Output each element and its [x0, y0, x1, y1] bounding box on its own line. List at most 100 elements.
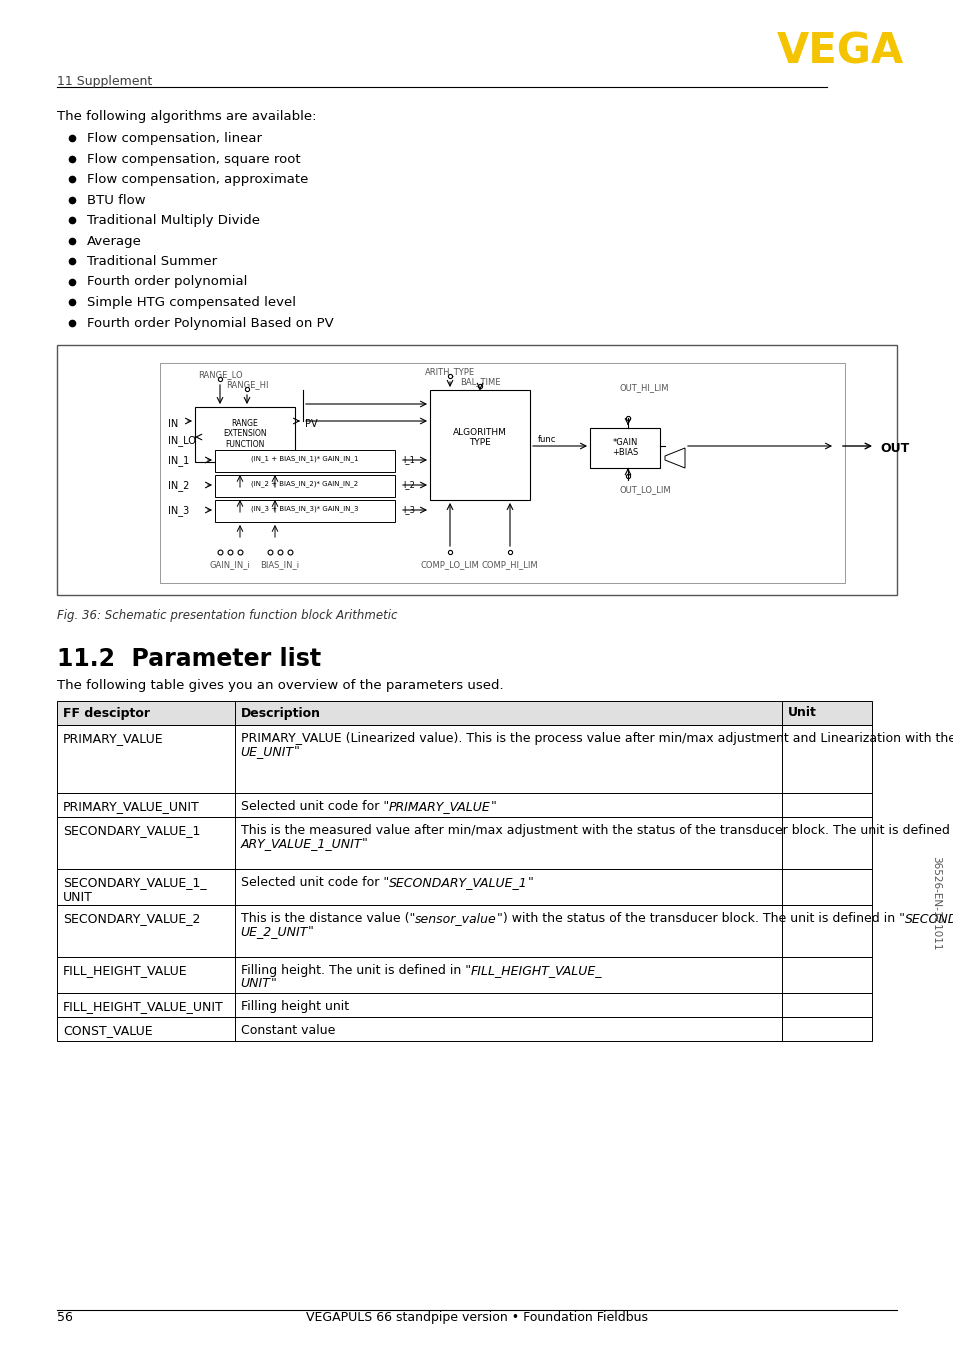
- Bar: [57, 701, 871, 724]
- Text: l_2: l_2: [402, 481, 415, 489]
- Text: Traditional Summer: Traditional Summer: [87, 255, 217, 268]
- Text: SECONDARY_VALUE_1: SECONDARY_VALUE_1: [389, 876, 527, 890]
- Text: (IN_3 + BIAS_IN_3)* GAIN_IN_3: (IN_3 + BIAS_IN_3)* GAIN_IN_3: [251, 505, 358, 512]
- Text: UE_2_UNIT: UE_2_UNIT: [240, 925, 308, 938]
- Text: BAL_TIME: BAL_TIME: [459, 376, 499, 386]
- Bar: [57, 793, 871, 816]
- Text: ": ": [490, 800, 496, 812]
- Text: COMP_HI_LIM: COMP_HI_LIM: [481, 561, 537, 569]
- Text: 56: 56: [57, 1311, 72, 1324]
- Text: PRIMARY_VALUE (Linearized value). This is the process value after min/max adjust: PRIMARY_VALUE (Linearized value). This i…: [240, 733, 953, 745]
- Text: 11 Supplement: 11 Supplement: [57, 74, 152, 88]
- Text: ALGORITHM
TYPE: ALGORITHM TYPE: [453, 428, 506, 447]
- Text: Filling height. The unit is defined in ": Filling height. The unit is defined in ": [240, 964, 470, 978]
- Text: RANGE
EXTENSION
FUNCTION: RANGE EXTENSION FUNCTION: [223, 418, 267, 448]
- Text: RANGE_HI: RANGE_HI: [226, 380, 268, 389]
- Text: 11.2  Parameter list: 11.2 Parameter list: [57, 647, 321, 672]
- Text: l_3: l_3: [402, 505, 415, 515]
- Text: PV: PV: [305, 418, 317, 429]
- Text: This is the distance value (": This is the distance value (": [240, 913, 415, 925]
- Bar: [57, 1017, 871, 1041]
- Bar: [160, 363, 844, 584]
- Text: Average: Average: [87, 234, 142, 248]
- Text: Traditional Multiply Divide: Traditional Multiply Divide: [87, 214, 260, 227]
- Text: FILL_HEIGHT_VALUE: FILL_HEIGHT_VALUE: [63, 964, 188, 978]
- Text: IN_LO: IN_LO: [168, 435, 195, 445]
- Text: OUT: OUT: [879, 441, 908, 455]
- Bar: [194, 408, 294, 462]
- Text: Description: Description: [240, 707, 320, 719]
- Text: VEGAPULS 66 standpipe version • Foundation Fieldbus: VEGAPULS 66 standpipe version • Foundati…: [306, 1311, 647, 1324]
- Text: RANGE_LO: RANGE_LO: [197, 370, 242, 379]
- Text: Flow compensation, approximate: Flow compensation, approximate: [87, 173, 308, 185]
- Text: ARY_VALUE_1_UNIT: ARY_VALUE_1_UNIT: [240, 837, 362, 850]
- Text: Constant value: Constant value: [240, 1024, 335, 1037]
- Text: GAIN_IN_i: GAIN_IN_i: [210, 561, 251, 569]
- Text: UNIT: UNIT: [240, 978, 271, 990]
- Text: Filling height unit: Filling height unit: [240, 1001, 349, 1013]
- Text: Fourth order Polynomial Based on PV: Fourth order Polynomial Based on PV: [87, 317, 334, 329]
- Text: IN_3: IN_3: [168, 505, 189, 516]
- Text: CONST_VALUE: CONST_VALUE: [63, 1024, 152, 1037]
- Text: Flow compensation, square root: Flow compensation, square root: [87, 153, 300, 165]
- Polygon shape: [664, 448, 684, 468]
- Text: SECONDARY_VAL-: SECONDARY_VAL-: [903, 913, 953, 925]
- Text: l_1: l_1: [402, 455, 415, 464]
- Bar: [214, 500, 395, 523]
- Text: ": ": [362, 837, 368, 850]
- Text: OUT_HI_LIM: OUT_HI_LIM: [619, 383, 669, 393]
- Text: Selected unit code for ": Selected unit code for ": [240, 876, 389, 890]
- Text: The following algorithms are available:: The following algorithms are available:: [57, 110, 316, 123]
- Bar: [430, 390, 530, 500]
- Text: Unit: Unit: [787, 707, 817, 719]
- Text: ": ": [271, 978, 276, 990]
- Text: SECONDARY_VALUE_1: SECONDARY_VALUE_1: [63, 825, 200, 837]
- Text: The following table gives you an overview of the parameters used.: The following table gives you an overvie…: [57, 678, 503, 692]
- Text: func: func: [537, 435, 556, 444]
- Text: FILL_HEIGHT_VALUE_: FILL_HEIGHT_VALUE_: [470, 964, 601, 978]
- Text: Fig. 36: Schematic presentation function block Arithmetic: Fig. 36: Schematic presentation function…: [57, 609, 397, 621]
- Text: IN: IN: [168, 418, 178, 429]
- Text: BTU flow: BTU flow: [87, 194, 146, 207]
- Text: *GAIN
+BIAS: *GAIN +BIAS: [611, 437, 638, 458]
- Bar: [57, 957, 871, 992]
- Text: (IN_2 + BIAS_IN_2)* GAIN_IN_2: (IN_2 + BIAS_IN_2)* GAIN_IN_2: [252, 481, 358, 486]
- Text: (IN_1 + BIAS_IN_1)* GAIN_IN_1: (IN_1 + BIAS_IN_1)* GAIN_IN_1: [251, 455, 358, 462]
- Bar: [57, 816, 871, 869]
- Text: ") with the status of the transducer block. The unit is defined in ": ") with the status of the transducer blo…: [497, 913, 903, 925]
- Text: Flow compensation, linear: Flow compensation, linear: [87, 131, 262, 145]
- Text: IN_1: IN_1: [168, 455, 189, 466]
- Bar: [214, 475, 395, 497]
- Text: VEGA: VEGA: [776, 31, 903, 73]
- Text: ": ": [308, 925, 314, 938]
- Bar: [57, 992, 871, 1017]
- Text: UE_UNIT: UE_UNIT: [240, 745, 294, 758]
- Text: PRIMARY_VALUE_UNIT: PRIMARY_VALUE_UNIT: [63, 800, 199, 812]
- Text: PRIMARY_VALUE: PRIMARY_VALUE: [63, 733, 164, 745]
- Text: COMP_LO_LIM: COMP_LO_LIM: [420, 561, 478, 569]
- Bar: [214, 450, 395, 473]
- Text: OUT_LO_LIM: OUT_LO_LIM: [619, 485, 671, 494]
- Text: PRIMARY_VALUE: PRIMARY_VALUE: [389, 800, 490, 812]
- Bar: [57, 701, 871, 724]
- Text: Fourth order polynomial: Fourth order polynomial: [87, 275, 247, 288]
- Text: FILL_HEIGHT_VALUE_UNIT: FILL_HEIGHT_VALUE_UNIT: [63, 1001, 224, 1013]
- Text: SECONDARY_VALUE_1_
UNIT: SECONDARY_VALUE_1_ UNIT: [63, 876, 207, 904]
- Text: Selected unit code for ": Selected unit code for ": [240, 800, 389, 812]
- Text: Simple HTG compensated level: Simple HTG compensated level: [87, 297, 295, 309]
- Text: This is the measured value after min/max adjustment with the status of the trans: This is the measured value after min/max…: [240, 825, 953, 837]
- Text: SECONDARY_VALUE_2: SECONDARY_VALUE_2: [63, 913, 200, 925]
- Text: FF desciptor: FF desciptor: [63, 707, 150, 719]
- Bar: [57, 904, 871, 957]
- Text: sensor_value: sensor_value: [415, 913, 497, 925]
- Bar: [589, 428, 659, 468]
- Bar: [57, 869, 871, 904]
- Bar: [57, 724, 871, 793]
- Text: 36526-EN-121011: 36526-EN-121011: [930, 856, 940, 951]
- Text: ": ": [294, 745, 299, 758]
- Text: IN_2: IN_2: [168, 481, 190, 492]
- Bar: [57, 345, 896, 594]
- Text: ARITH_TYPE: ARITH_TYPE: [424, 367, 475, 376]
- Text: BIAS_IN_i: BIAS_IN_i: [260, 561, 299, 569]
- Text: ": ": [527, 876, 533, 890]
